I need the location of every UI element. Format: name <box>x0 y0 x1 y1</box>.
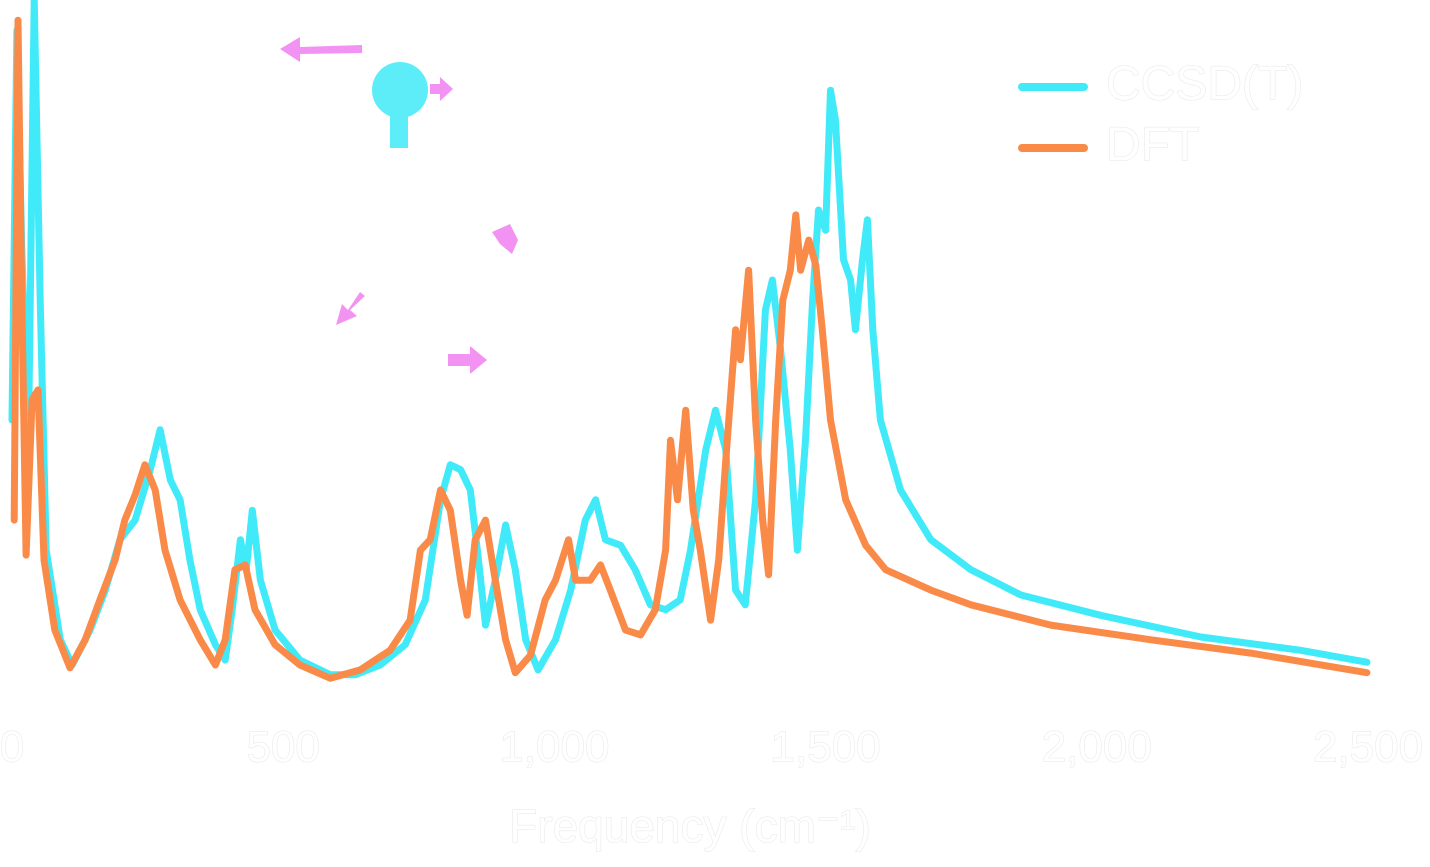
x-tick-label: 0 <box>0 723 24 772</box>
x-tick-label: 1,000 <box>499 723 609 772</box>
legend-label: DFT <box>1106 119 1199 172</box>
legend-label: CCSD(T) <box>1106 58 1303 111</box>
arrow <box>280 37 362 62</box>
atom <box>372 62 428 118</box>
x-tick-label: 1,500 <box>771 723 881 772</box>
x-tick-label: 2,500 <box>1313 723 1423 772</box>
arrow <box>448 346 487 374</box>
bond <box>390 110 408 148</box>
molecule-illustration <box>280 37 518 374</box>
arrow <box>430 77 453 101</box>
x-tick-label: 500 <box>246 723 319 772</box>
series-line <box>10 16 1371 682</box>
arrow <box>336 292 365 325</box>
legend: CCSD(T) DFT <box>1018 57 1304 172</box>
x-tick-label: 2,000 <box>1042 723 1152 772</box>
x-axis-title: Frequency (cm⁻¹) <box>509 800 871 852</box>
series-line <box>8 0 1371 679</box>
arrow <box>492 224 518 254</box>
